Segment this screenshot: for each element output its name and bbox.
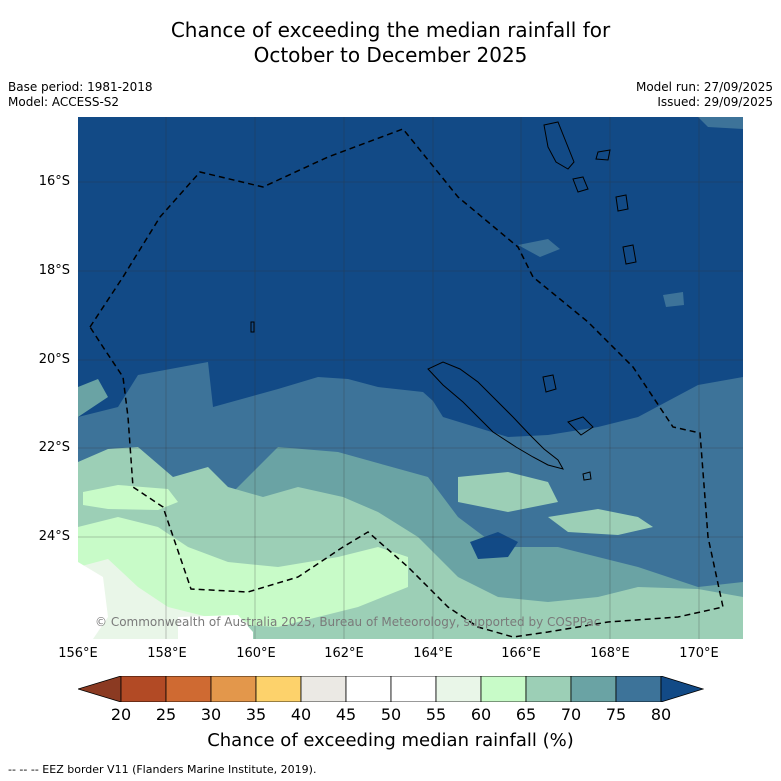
colorbar-tick-45: 45: [335, 705, 357, 724]
band-75-islet-2: [663, 292, 684, 307]
colorbar: [78, 676, 704, 702]
colorbar-tick-55: 55: [425, 705, 447, 724]
colorbar-extend-low: [78, 676, 122, 702]
band-65-east: [458, 472, 558, 512]
vanuatu-islands: [572, 149, 637, 265]
colorbar-tick-30: 30: [200, 705, 222, 724]
lon-label-164e: 164°E: [413, 646, 453, 661]
base-period: Base period: 1981-2018: [8, 80, 153, 94]
colorbar-tick-80: 80: [650, 705, 672, 724]
lon-label-170e: 170°E: [679, 646, 719, 661]
colorbar-tick-25: 25: [155, 705, 177, 724]
colorbar-tick-35: 35: [245, 705, 267, 724]
colorbar-segment-35: [255, 676, 302, 702]
colorbar-segment-45: [345, 676, 392, 702]
lon-label-162e: 162°E: [324, 646, 364, 661]
map-gridlines: [78, 117, 743, 639]
band-50-patch: [178, 615, 253, 639]
colorbar-segment-60: [480, 676, 527, 702]
band-60-patch: [83, 485, 178, 510]
small-islet: [250, 321, 592, 481]
band-60: [78, 517, 408, 627]
eez-legend: -- -- -- EEZ border V11 (Flanders Marine…: [8, 763, 317, 776]
model-run: Model run: 27/09/2025: [635, 80, 773, 94]
lon-label-158e: 158°E: [147, 646, 187, 661]
coastlines: [250, 121, 637, 481]
colorbar-tick-70: 70: [560, 705, 582, 724]
colorbar-segment-65: [525, 676, 572, 702]
colorbar-segment-25: [165, 676, 212, 702]
new-caledonia-outline: [427, 361, 565, 470]
copyright-notice: © Commonwealth of Australia 2025, Bureau…: [95, 615, 601, 629]
colorbar-segments: [78, 676, 704, 702]
map-title: Chance of exceeding the median rainfall …: [0, 18, 781, 68]
lon-label-166e: 166°E: [501, 646, 541, 661]
band-65-east-2: [548, 509, 653, 535]
colorbar-tick-60: 60: [470, 705, 492, 724]
lat-label-22s: 22°S: [38, 440, 70, 455]
band-80-patch: [470, 532, 518, 559]
lat-label-18s: 18°S: [38, 263, 70, 278]
meta-left: Base period: 1981-2018 Model: ACCESS-S2: [8, 80, 153, 110]
band-75-islet: [518, 239, 560, 257]
colorbar-extend-high: [660, 676, 704, 702]
meta-right: Model run: 27/09/2025 Issued: 29/09/2025: [636, 80, 773, 110]
colorbar-segment-20: [120, 676, 167, 702]
band-50: [78, 562, 108, 639]
title-line-2: October to December 2025: [253, 43, 528, 67]
colorbar-segment-55: [435, 676, 482, 702]
lon-label-168e: 168°E: [590, 646, 630, 661]
model-name: Model: ACCESS-S2: [8, 95, 120, 109]
title-line-1: Chance of exceeding the median rainfall …: [170, 18, 611, 42]
colorbar-tick-75: 75: [605, 705, 627, 724]
rainfall-map: [78, 117, 743, 639]
lat-label-16s: 16°S: [38, 174, 70, 189]
colorbar-segment-75: [615, 676, 662, 702]
band-70-west: [78, 379, 108, 417]
colorbar-tick-40: 40: [290, 705, 312, 724]
vanuatu-espiritu-santo: [543, 121, 575, 170]
colorbar-tick-50: 50: [380, 705, 402, 724]
colorbar-segment-70: [570, 676, 617, 702]
issued-date: Issued: 29/09/2025: [657, 95, 773, 109]
lon-label-160e: 160°E: [236, 646, 276, 661]
lat-label-24s: 24°S: [38, 529, 70, 544]
colorbar-title: Chance of exceeding median rainfall (%): [207, 730, 574, 751]
lat-label-20s: 20°S: [38, 352, 70, 367]
map-svg: [78, 117, 743, 639]
colorbar-tick-20: 20: [110, 705, 132, 724]
colorbar-tick-65: 65: [515, 705, 537, 724]
band-75-north: [698, 117, 743, 129]
loyalty-islands: [542, 374, 594, 436]
colorbar-segment-50: [390, 676, 437, 702]
lon-label-156e: 156°E: [58, 646, 98, 661]
colorbar-segment-40: [300, 676, 347, 702]
colorbar-segment-30: [210, 676, 257, 702]
